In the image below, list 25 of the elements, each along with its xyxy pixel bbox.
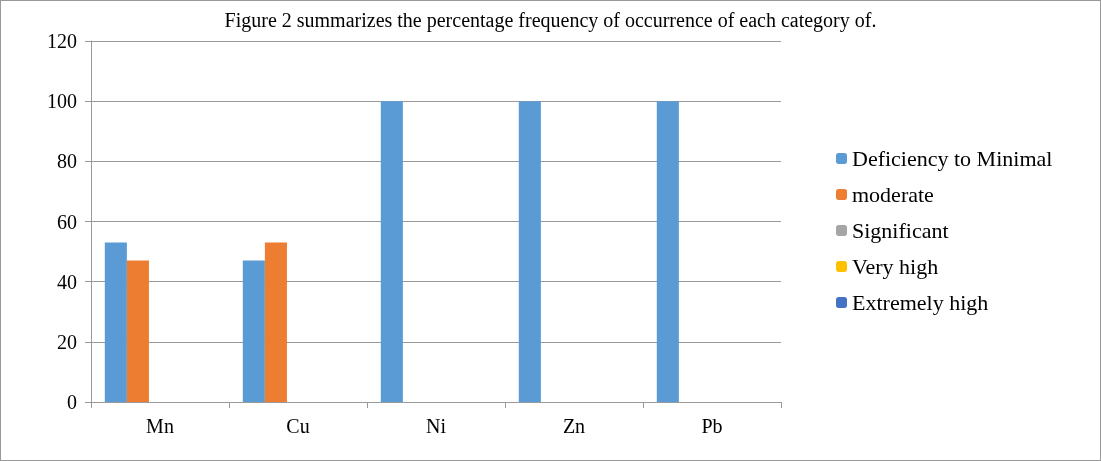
y-tick-label: 120 — [47, 30, 77, 52]
legend-label: Deficiency to Minimal — [852, 146, 1053, 171]
legend-label: Extremely high — [852, 290, 989, 315]
x-tick-label: Zn — [562, 415, 586, 437]
bar — [518, 101, 541, 402]
bar — [380, 101, 403, 402]
legend-label: moderate — [852, 182, 934, 207]
x-tick-label: Pb — [701, 415, 723, 437]
y-tick-label: 60 — [57, 210, 77, 233]
bar — [104, 242, 127, 402]
legend-label: Significant — [852, 218, 949, 243]
chart-title: Figure 2 summarizes the percentage frequency of occurrence of each category of. — [224, 9, 877, 32]
bar — [126, 260, 149, 402]
y-tick-label: 80 — [57, 150, 77, 173]
x-tick-label: Mn — [146, 415, 174, 437]
y-tick-label: 0 — [67, 391, 77, 413]
y-tick-label: 100 — [47, 90, 77, 113]
x-tick-label: Cu — [286, 415, 310, 437]
legend-label: Very high — [852, 254, 939, 279]
bar — [242, 260, 265, 402]
y-tick-label: 20 — [57, 330, 77, 353]
bar — [264, 242, 287, 402]
y-tick-label: 40 — [57, 270, 77, 293]
bar — [656, 101, 679, 402]
x-tick-label: Ni — [426, 415, 447, 437]
